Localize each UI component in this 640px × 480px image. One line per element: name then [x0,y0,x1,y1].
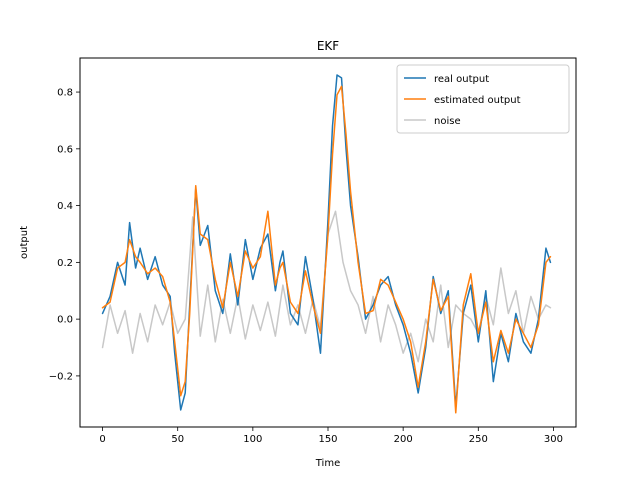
y-tick-label: 0.6 [57,144,73,155]
y-axis-ticks: −0.2 0.0 0.2 0.4 0.6 0.8 [49,88,80,382]
legend-entry-label: real output [434,74,489,85]
x-tick-label: 50 [171,434,184,445]
x-tick-label: 100 [243,434,262,445]
y-axis-label: output [19,226,30,259]
legend: real output estimated output noise [396,64,570,134]
series-layer [101,74,552,414]
chart-title: EKF [317,39,339,53]
x-axis-label: Time [315,458,340,469]
legend-box [396,64,570,134]
y-tick-label: 0.2 [57,258,73,269]
x-tick-label: 150 [318,434,337,445]
x-tick-label: 300 [544,434,563,445]
y-tick-label: −0.2 [49,371,73,382]
x-tick-label: 200 [394,434,413,445]
y-tick-label: 0.0 [57,315,73,326]
legend-entry-label: estimated output [434,95,521,106]
y-tick-label: 0.8 [57,88,73,99]
series-line-estimated-output [101,85,552,414]
x-tick-label: 250 [469,434,488,445]
y-tick-label: 0.4 [57,201,73,212]
legend-entry-label: noise [434,116,461,127]
x-axis-ticks: 0 50 100 150 200 250 300 [99,427,563,445]
x-tick-label: 0 [99,434,105,445]
series-line-real-output [101,74,552,411]
